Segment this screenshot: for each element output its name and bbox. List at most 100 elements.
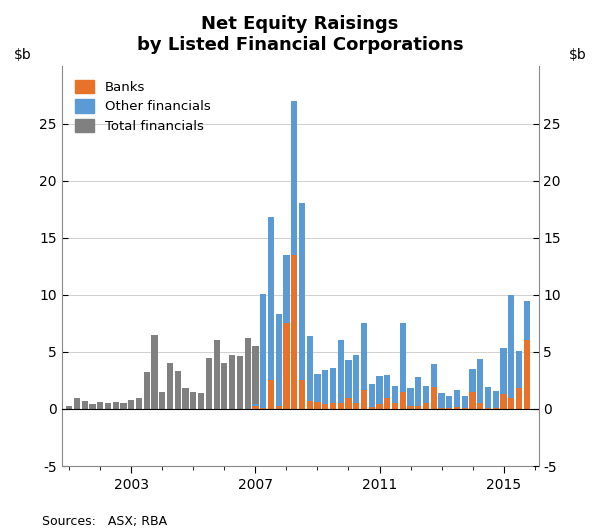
- Bar: [253, 346, 259, 409]
- Bar: [97, 402, 103, 409]
- Bar: [338, 341, 344, 403]
- Bar: [260, 346, 266, 409]
- Bar: [524, 341, 530, 409]
- Text: $b: $b: [14, 49, 32, 62]
- Bar: [392, 403, 398, 409]
- Bar: [431, 364, 437, 388]
- Bar: [454, 407, 460, 409]
- Bar: [198, 393, 204, 409]
- Bar: [423, 386, 429, 403]
- Bar: [446, 397, 452, 408]
- Bar: [260, 408, 266, 409]
- Bar: [136, 398, 142, 409]
- Bar: [253, 404, 259, 406]
- Bar: [439, 408, 445, 409]
- Bar: [477, 359, 484, 403]
- Bar: [105, 403, 111, 409]
- Text: Sources:   ASX; RBA: Sources: ASX; RBA: [42, 515, 167, 528]
- Text: $b: $b: [568, 49, 586, 62]
- Bar: [346, 398, 352, 409]
- Bar: [485, 388, 491, 408]
- Bar: [346, 360, 352, 398]
- Bar: [322, 370, 328, 404]
- Bar: [368, 384, 375, 407]
- Bar: [376, 376, 383, 404]
- Bar: [431, 388, 437, 409]
- Bar: [206, 357, 212, 409]
- Bar: [462, 397, 468, 408]
- Bar: [353, 403, 359, 409]
- Bar: [159, 392, 166, 409]
- Bar: [376, 404, 383, 409]
- Bar: [338, 403, 344, 409]
- Bar: [407, 389, 413, 406]
- Bar: [275, 346, 282, 409]
- Bar: [283, 255, 290, 323]
- Bar: [221, 363, 227, 409]
- Bar: [182, 389, 189, 409]
- Bar: [368, 407, 375, 409]
- Bar: [439, 393, 445, 408]
- Bar: [493, 408, 499, 409]
- Legend: Banks, Other financials, Total financials: Banks, Other financials, Total financial…: [68, 73, 217, 139]
- Bar: [469, 369, 476, 392]
- Bar: [469, 392, 476, 409]
- Bar: [260, 294, 266, 408]
- Bar: [384, 398, 391, 409]
- Bar: [245, 338, 251, 409]
- Bar: [493, 391, 499, 408]
- Bar: [485, 408, 491, 409]
- Bar: [82, 401, 88, 409]
- Bar: [268, 217, 274, 381]
- Bar: [500, 348, 507, 394]
- Bar: [423, 403, 429, 409]
- Bar: [268, 381, 274, 409]
- Bar: [253, 406, 259, 409]
- Bar: [291, 101, 297, 255]
- Bar: [175, 371, 181, 409]
- Bar: [415, 406, 421, 409]
- Bar: [392, 386, 398, 403]
- Bar: [66, 406, 73, 409]
- Bar: [446, 408, 452, 409]
- Bar: [400, 392, 406, 409]
- Bar: [516, 351, 522, 389]
- Bar: [314, 374, 320, 402]
- Bar: [314, 402, 320, 409]
- Bar: [322, 404, 328, 409]
- Bar: [113, 402, 119, 409]
- Bar: [299, 381, 305, 409]
- Bar: [307, 336, 313, 401]
- Bar: [454, 390, 460, 407]
- Title: Net Equity Raisings
by Listed Financial Corporations: Net Equity Raisings by Listed Financial …: [137, 15, 463, 54]
- Bar: [462, 408, 468, 409]
- Bar: [524, 300, 530, 341]
- Bar: [361, 323, 367, 390]
- Bar: [229, 355, 235, 409]
- Bar: [361, 390, 367, 409]
- Bar: [190, 392, 196, 409]
- Bar: [283, 323, 290, 409]
- Bar: [508, 295, 514, 398]
- Bar: [400, 323, 406, 392]
- Bar: [144, 372, 150, 409]
- Bar: [291, 255, 297, 409]
- Bar: [89, 404, 95, 409]
- Bar: [330, 403, 336, 409]
- Bar: [275, 314, 282, 406]
- Bar: [167, 363, 173, 409]
- Bar: [516, 389, 522, 409]
- Bar: [299, 203, 305, 381]
- Bar: [275, 406, 282, 409]
- Bar: [74, 398, 80, 409]
- Bar: [407, 406, 413, 409]
- Bar: [268, 346, 274, 409]
- Bar: [121, 403, 127, 409]
- Bar: [477, 403, 484, 409]
- Bar: [214, 341, 220, 409]
- Bar: [508, 398, 514, 409]
- Bar: [330, 368, 336, 403]
- Bar: [384, 375, 391, 398]
- Bar: [500, 394, 507, 409]
- Bar: [353, 355, 359, 403]
